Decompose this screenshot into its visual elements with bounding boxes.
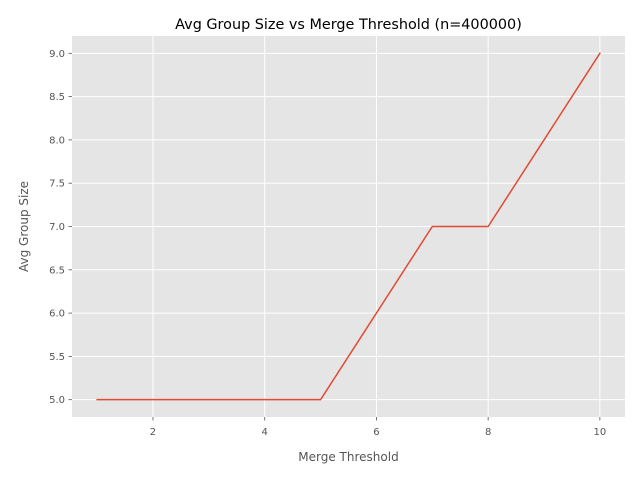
x-tick-label: 6	[373, 427, 379, 438]
y-tick-label: 7.5	[49, 179, 65, 190]
y-tick-label: 8.5	[49, 92, 65, 103]
x-tick-label: 10	[593, 427, 606, 438]
axis-ticks: 2 4 6 8 10 5.0 5.5 6.0 6.5 7.0 7.5 8.0 8.5 9.0	[49, 49, 606, 438]
x-tick-label: 8	[485, 427, 491, 438]
y-tick-label: 5.0	[49, 395, 65, 406]
y-tick-label: 6.5	[49, 265, 65, 276]
x-tick-label: 4	[262, 427, 268, 438]
y-tick-label: 8.0	[49, 135, 65, 146]
x-tick-label: 2	[150, 427, 156, 438]
y-tick-label: 5.5	[49, 352, 65, 363]
y-tick-label: 7.0	[49, 222, 65, 233]
series-layer	[96, 52, 601, 401]
grid-lines	[72, 36, 625, 417]
chart-title: Avg Group Size vs Merge Threshold (n=400…	[175, 17, 522, 33]
x-axis-title: Merge Threshold	[298, 450, 398, 464]
y-axis-title: Avg Group Size	[17, 181, 31, 272]
series-line	[96, 52, 601, 401]
y-tick-label: 6.0	[49, 309, 65, 320]
y-tick-label: 9.0	[49, 49, 65, 60]
